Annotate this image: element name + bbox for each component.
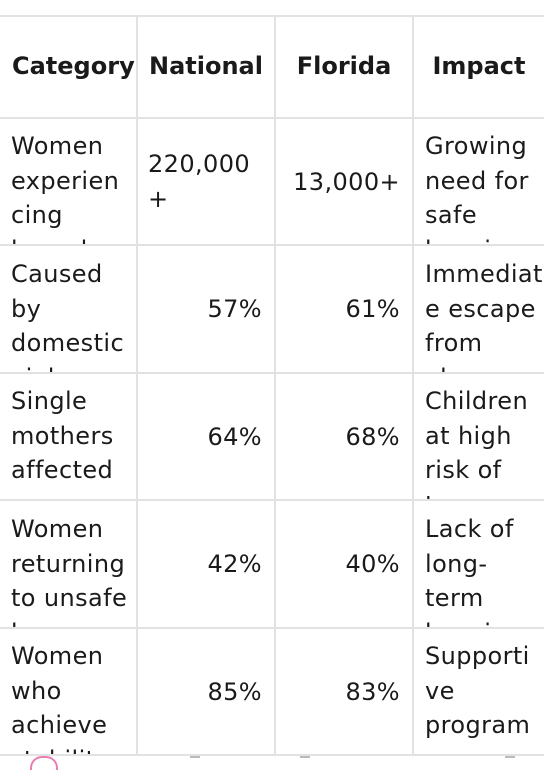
text-fragment: [190, 756, 200, 764]
row-divider: [0, 754, 544, 756]
table-row-5-national: 85%: [207, 677, 262, 706]
table-row-3-national: 64%: [207, 422, 262, 451]
table-row-5-florida: 83%: [345, 677, 400, 706]
text-fragment: [505, 756, 515, 764]
column-divider: [274, 15, 276, 756]
table-row-4-national: 42%: [207, 550, 262, 578]
table-row-5-impact: Supportiveprograms: [425, 642, 531, 754]
header-florida: Florida: [296, 52, 392, 80]
header-divider: [0, 117, 544, 119]
row-divider: [0, 372, 544, 374]
header-national: National: [149, 52, 263, 80]
table-row-3-florida: 68%: [345, 422, 400, 451]
text-fragment: [300, 756, 310, 764]
row-divider: [0, 627, 544, 629]
table-row-4-florida: 40%: [345, 550, 400, 578]
table-border-top: [0, 15, 544, 17]
table-row-5-category: Womenwhoachievestability: [11, 642, 110, 754]
column-divider: [136, 15, 138, 756]
table-row-1-florida: 13,000+: [293, 167, 400, 196]
table-row-2-national: 57%: [207, 295, 262, 323]
heart-icon: [30, 756, 58, 770]
table-row-1-national: 220,000 +: [148, 150, 251, 213]
row-divider: [0, 244, 544, 246]
table-row-2-florida: 61%: [345, 295, 400, 323]
column-divider: [412, 15, 414, 756]
table-row-1-category: Womenexperiencinghomel: [11, 132, 120, 244]
header-category: Category: [12, 52, 135, 80]
row-divider: [0, 499, 544, 501]
table-row-3-category: Single mothers affected: [11, 387, 114, 484]
table-row-2-category: Causedbydomesticviolence: [11, 260, 125, 372]
header-impact: Impact: [432, 52, 526, 80]
